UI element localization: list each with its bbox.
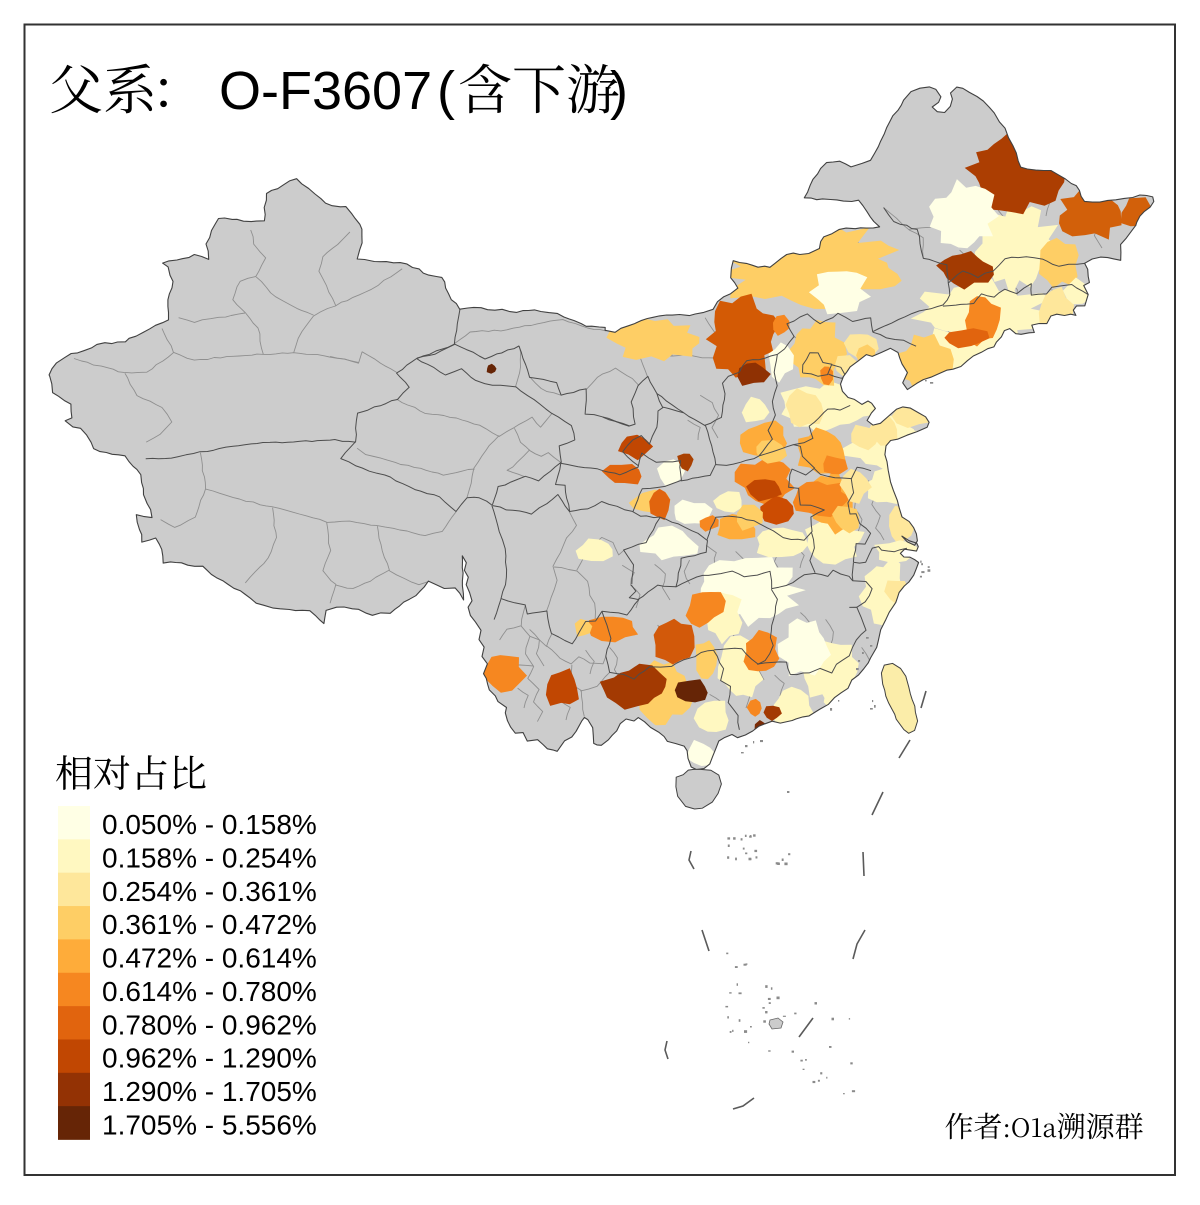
- svg-text:(: (: [437, 61, 455, 121]
- svg-text:0.361% - 0.472%: 0.361% - 0.472%: [102, 909, 317, 940]
- svg-text:O-F3607: O-F3607: [219, 61, 432, 121]
- svg-text:1.705% - 5.556%: 1.705% - 5.556%: [102, 1109, 317, 1140]
- svg-text:0.254% - 0.361%: 0.254% - 0.361%: [102, 876, 317, 907]
- svg-text:1.290% - 1.705%: 1.290% - 1.705%: [102, 1076, 317, 1107]
- svg-text:0.780% - 0.962%: 0.780% - 0.962%: [102, 1009, 317, 1040]
- svg-text:0.472% - 0.614%: 0.472% - 0.614%: [102, 943, 317, 974]
- svg-text:): ): [610, 61, 628, 121]
- svg-text:0.962% - 1.290%: 0.962% - 1.290%: [102, 1043, 317, 1074]
- svg-text:0.158% - 0.254%: 0.158% - 0.254%: [102, 843, 317, 874]
- svg-text:0.050% - 0.158%: 0.050% - 0.158%: [102, 809, 317, 840]
- svg-text:0.614% - 0.780%: 0.614% - 0.780%: [102, 976, 317, 1007]
